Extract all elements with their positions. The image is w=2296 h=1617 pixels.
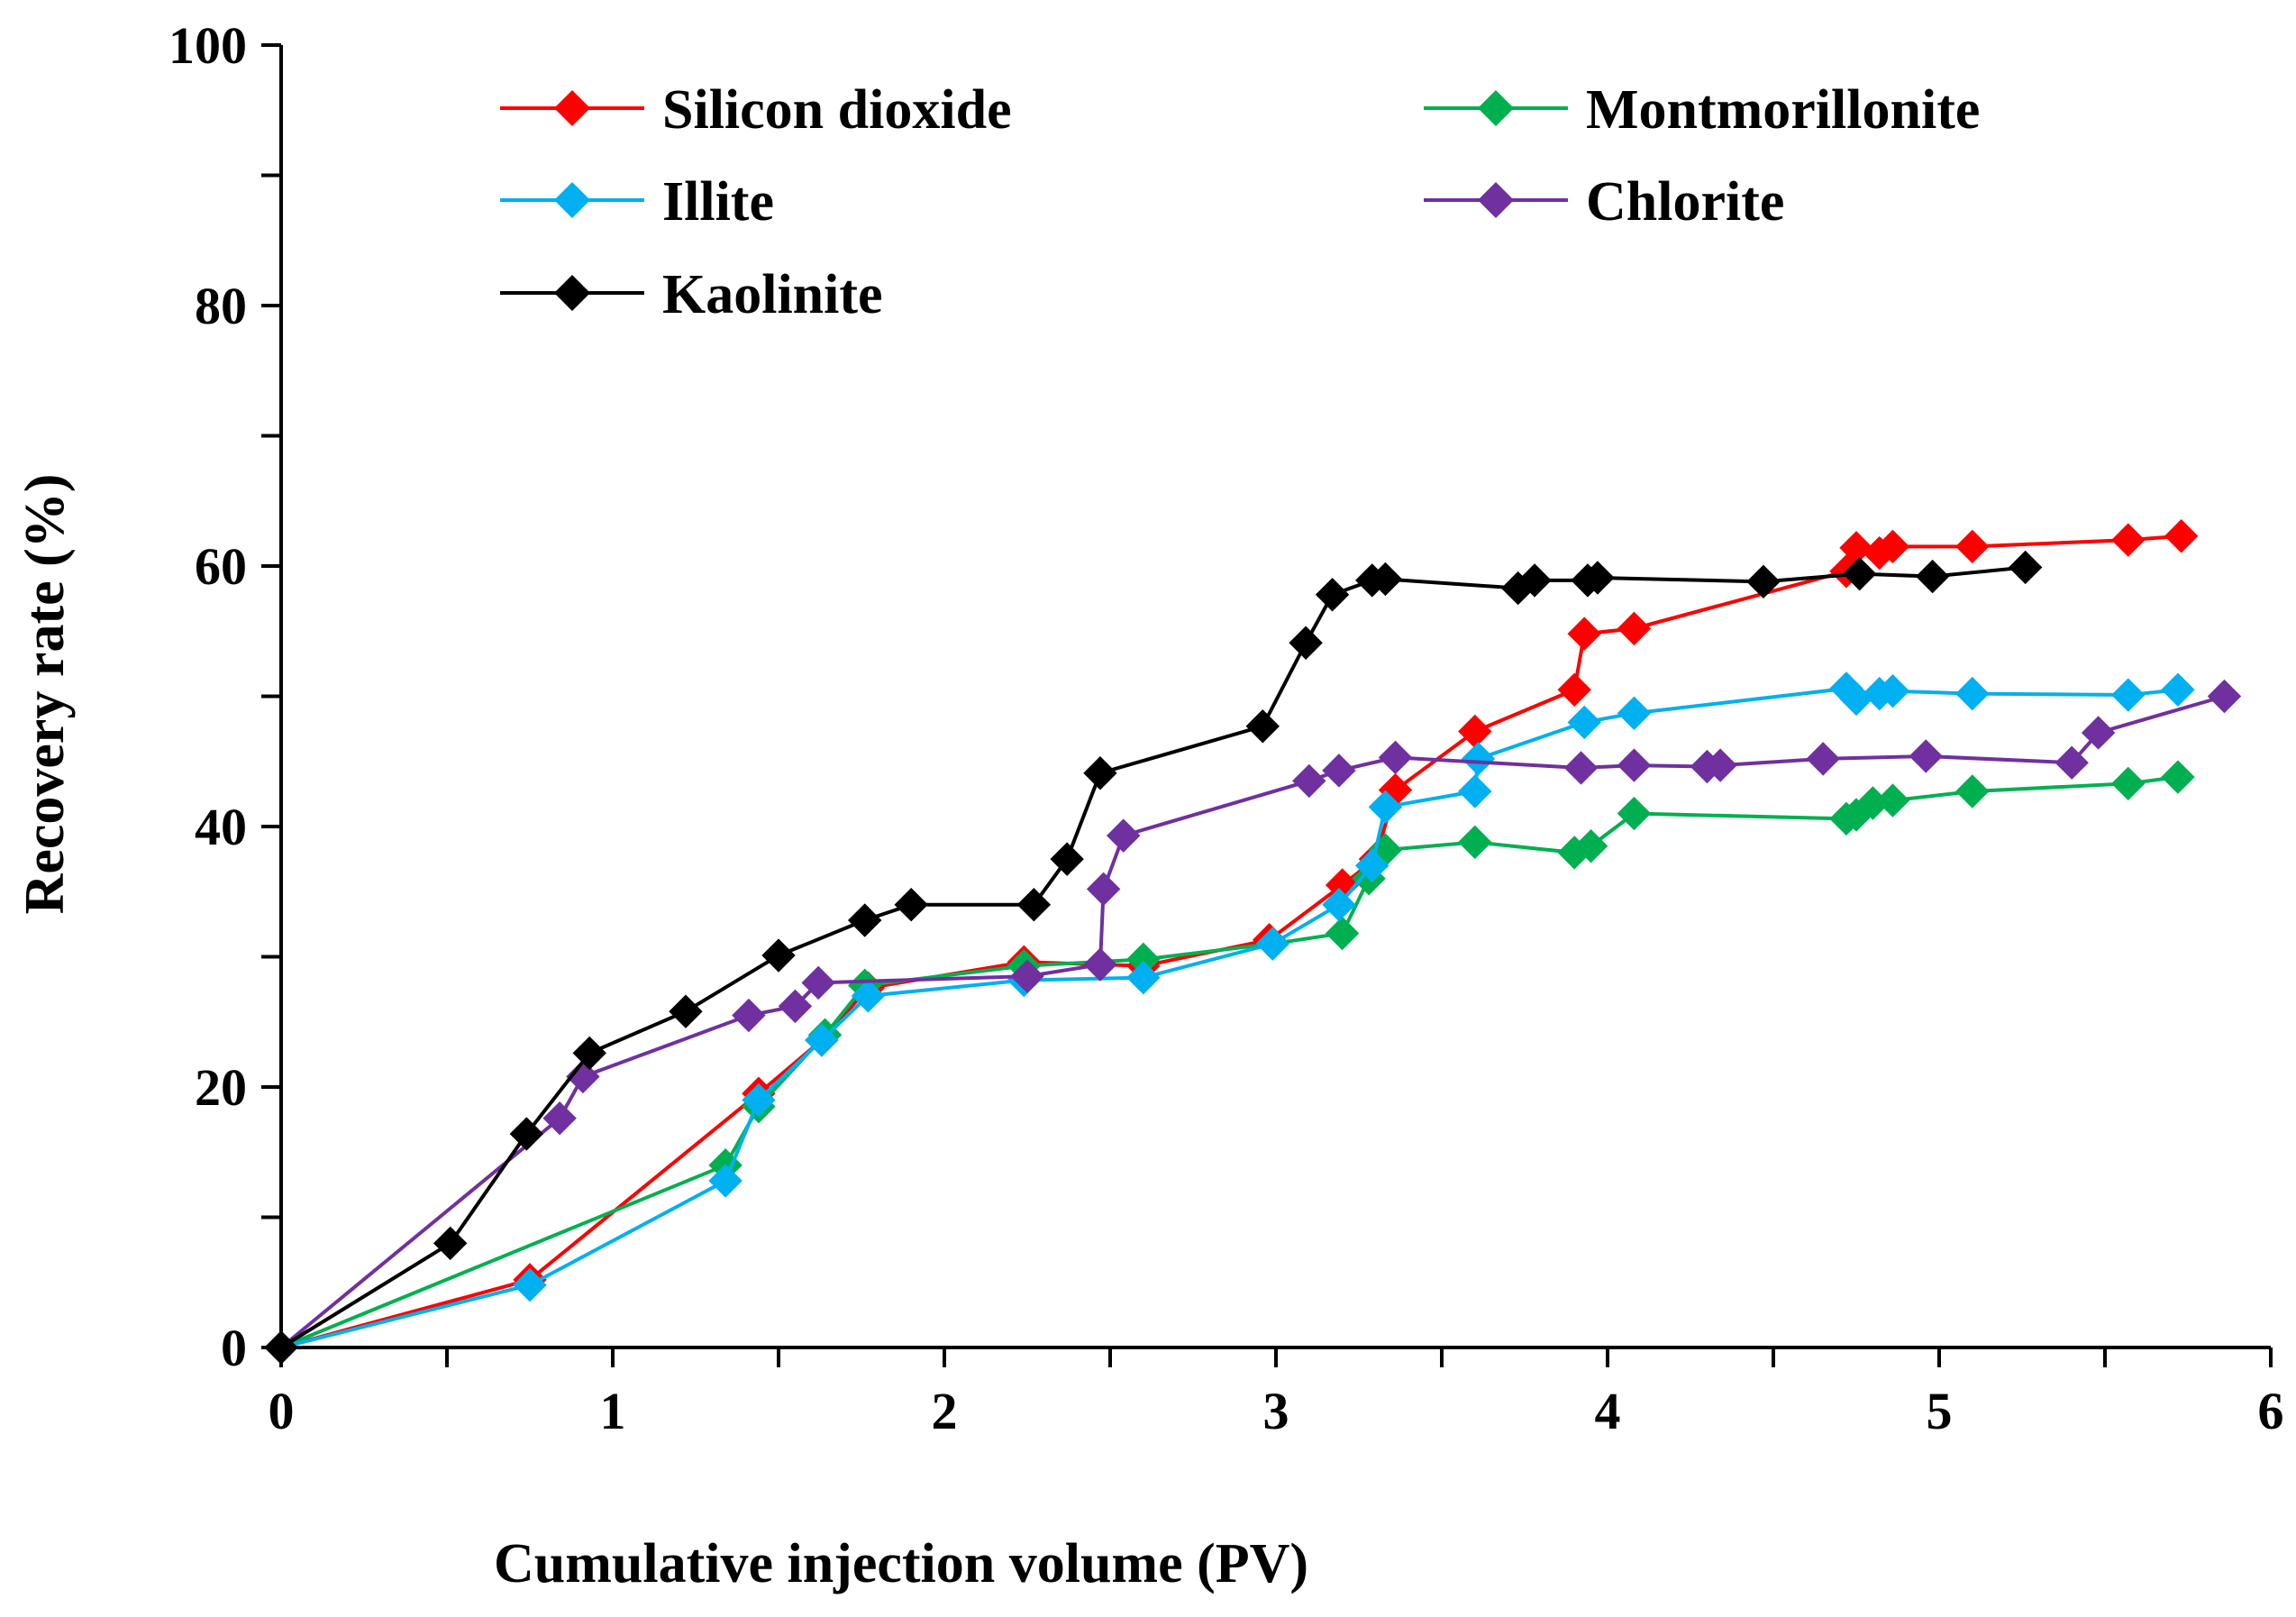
data-point: [1747, 565, 1780, 598]
legend-label: Kaolinite: [662, 264, 883, 325]
data-point: [1107, 819, 1140, 852]
data-point: [1246, 710, 1279, 743]
x-tick-label: 6: [2258, 1382, 2284, 1440]
legend-entry-chlorite: Chlorite: [1424, 171, 1784, 233]
data-point: [1323, 754, 1355, 787]
legend-entry-kaolinite: Kaolinite: [500, 264, 883, 325]
data-point: [1568, 706, 1600, 738]
x-tick-label: 4: [1595, 1382, 1621, 1440]
data-point: [1293, 764, 1326, 797]
legend-entry-montmorillonite: Montmorillonite: [1424, 79, 1980, 141]
data-point: [1459, 716, 1491, 748]
data-point: [1956, 678, 1989, 710]
x-tick-label: 3: [1263, 1382, 1289, 1440]
y-tick-label: 60: [195, 537, 247, 596]
data-point: [2165, 520, 2198, 553]
series-layer: [265, 520, 2240, 1364]
y-tick-label: 100: [169, 16, 247, 75]
data-point: [510, 1118, 542, 1150]
x-tick-label: 5: [1927, 1382, 1953, 1440]
data-point: [2162, 761, 2194, 793]
data-point: [1088, 872, 1120, 905]
data-point: [1326, 917, 1359, 949]
recovery-rate-chart: 0 20 40 60 80 100 0 1 2 3 4 5 6 Silicon dioxide Montm…: [0, 0, 2296, 1617]
data-point: [1568, 617, 1600, 650]
data-point: [434, 1227, 467, 1259]
legend-label: Montmorillonite: [1586, 79, 1980, 141]
series-line-silicon-dioxide: [281, 536, 2182, 1348]
x-tick-label: 1: [600, 1382, 626, 1440]
data-point: [1617, 697, 1650, 729]
data-point: [670, 995, 702, 1028]
data-point: [1558, 673, 1590, 706]
data-point: [2112, 679, 2145, 711]
y-axis-title: Recovery rate (%): [14, 474, 76, 915]
data-point: [1617, 612, 1650, 644]
series-line-montmorillonite: [281, 777, 2178, 1348]
legend-label: Silicon dioxide: [662, 79, 1012, 141]
data-point: [514, 1269, 546, 1302]
data-point: [1017, 889, 1050, 921]
data-point: [1379, 741, 1411, 773]
legend-label: Illite: [662, 171, 774, 233]
x-tick-label: 2: [932, 1382, 958, 1440]
data-point: [1084, 948, 1116, 981]
data-point: [1876, 784, 1909, 817]
data-point: [1462, 743, 1494, 775]
data-point: [2009, 551, 2042, 583]
data-point: [762, 939, 795, 972]
data-point: [733, 1000, 765, 1032]
data-point: [1317, 579, 1349, 611]
legend: Silicon dioxide Montmorillonite Illite Chlo…: [500, 79, 1980, 325]
x-tick-label: 0: [269, 1382, 295, 1440]
legend-entry-illite: Illite: [500, 171, 774, 233]
x-axis-title: Cumulative injection volume (PV): [494, 1533, 1308, 1594]
data-point: [2112, 767, 2145, 799]
data-point: [1459, 775, 1491, 808]
data-point: [1917, 561, 1949, 593]
series-line-chlorite: [281, 697, 2224, 1348]
data-point: [2112, 524, 2145, 556]
data-point: [1289, 626, 1322, 659]
legend-marker: [1478, 90, 1514, 126]
legend-entry-silicon-dioxide: Silicon dioxide: [500, 79, 1012, 141]
axes: 0 20 40 60 80 100 0 1 2 3 4 5 6: [169, 16, 2284, 1440]
legend-marker: [554, 182, 590, 218]
data-point: [1909, 740, 1942, 772]
legend-marker: [554, 275, 590, 311]
data-point: [849, 904, 881, 936]
y-tick-label: 40: [195, 798, 247, 856]
data-point: [2162, 673, 2194, 706]
data-point: [1565, 752, 1598, 784]
data-point: [1617, 749, 1650, 781]
y-tick-label: 20: [195, 1058, 247, 1117]
y-tick-label: 0: [221, 1319, 247, 1377]
data-point: [895, 889, 927, 921]
data-point: [2208, 681, 2240, 713]
data-point: [1459, 826, 1491, 858]
data-point: [1956, 530, 1989, 562]
legend-marker: [554, 90, 590, 126]
data-point: [1051, 843, 1083, 875]
data-point: [1617, 798, 1650, 830]
data-point: [1084, 757, 1116, 790]
legend-label: Chlorite: [1586, 171, 1784, 233]
data-point: [1807, 743, 1839, 775]
y-tick-label: 80: [195, 277, 247, 335]
series-chlorite: [265, 681, 2240, 1365]
legend-marker: [1478, 182, 1514, 218]
data-point: [1956, 775, 1989, 808]
